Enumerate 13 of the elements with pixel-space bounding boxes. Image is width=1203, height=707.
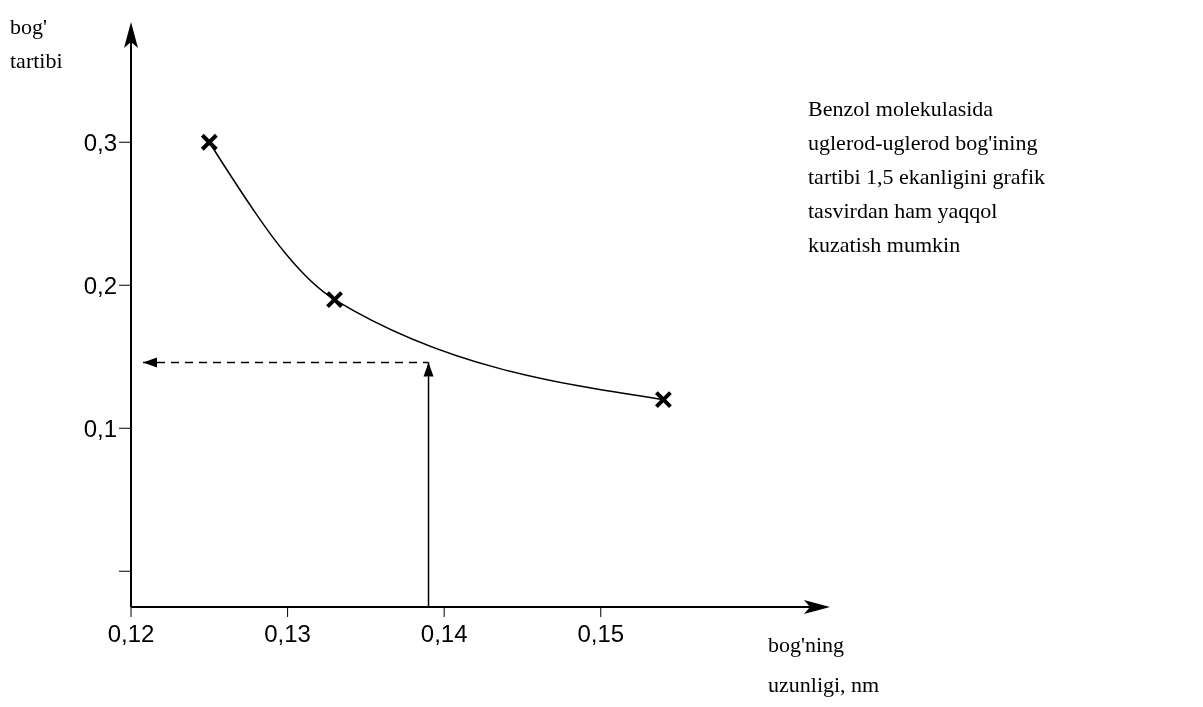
point [654, 390, 673, 409]
point [325, 290, 344, 309]
y-tick-label: 0,1 [83, 414, 117, 442]
x-axis-title: bog'ning uzunligi, nm [768, 631, 880, 699]
annotation: Benzol molekulasida uglerod-uglerod bog'ining tartibi 1,5 ekanligini grafik tasvirdan ham yaqqol kuzatish mumkin [808, 95, 1046, 259]
x-tick-label: 0,13 [264, 620, 311, 648]
x-tick-label: 0,14 [420, 620, 468, 648]
y-axis-title: bog' tartibi [10, 13, 63, 75]
y-tick-label: 0,2 [83, 271, 117, 299]
point [200, 133, 219, 152]
y-tick-label: 0,3 [83, 128, 117, 156]
x-tick-label: 0,12 [107, 620, 155, 648]
x-tick-label: 0,15 [577, 620, 625, 648]
